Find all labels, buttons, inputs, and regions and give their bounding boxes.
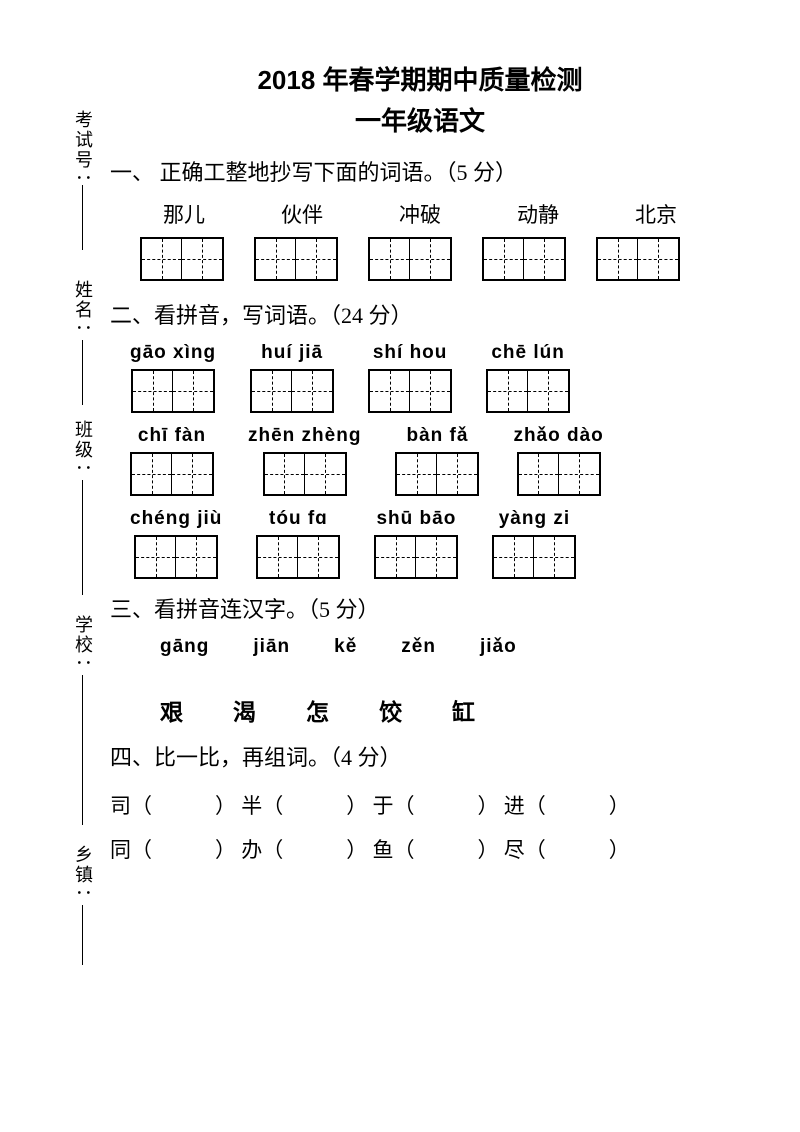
q3-char: 艰: [160, 693, 183, 727]
title-line-2: 一年级语文: [110, 101, 730, 138]
writing-grid: [482, 237, 566, 281]
writing-grid: [492, 535, 576, 579]
line-1: [82, 185, 83, 250]
pinyin-block: yàng zi: [492, 508, 576, 579]
pinyin-block: chē lún: [486, 342, 570, 413]
q1-box-row: [140, 237, 730, 281]
pinyin-block: zhǎo dào: [513, 425, 603, 496]
q3-pinyin-row: gāng jiān kě zěn jiǎo: [160, 636, 730, 663]
writing-grid: [254, 237, 338, 281]
pinyin-label: tóu fɑ: [269, 508, 328, 530]
pinyin-label: shū bāo: [376, 508, 456, 530]
pinyin-label: gāo xìng: [130, 342, 216, 364]
pinyin-label: chéng jiù: [130, 508, 222, 530]
writing-grid: [486, 369, 570, 413]
writing-grid: [517, 452, 601, 496]
q2-container: gāo xìng huí jiā shí hou chē lún chī fàn zhēn…: [110, 342, 730, 579]
sidebar-labels: 考试号： 姓名： 班级： 学校： 乡镇：: [70, 110, 100, 1010]
label-name: 姓名：: [70, 280, 96, 346]
pinyin-label: zhēn zhèng: [248, 425, 361, 447]
pinyin-block: shū bāo: [374, 508, 458, 579]
pinyin-label: huí jiā: [261, 342, 323, 364]
q1-word: 冲破: [376, 199, 464, 229]
q4-line-2: 同（ ） 办（ ） 鱼（ ） 尽（ ）: [110, 828, 730, 872]
writing-grid: [368, 237, 452, 281]
writing-grid: [130, 452, 214, 496]
q1-word: 伙伴: [258, 199, 346, 229]
q3-char: 缸: [452, 693, 475, 727]
pinyin-block: zhēn zhèng: [248, 425, 361, 496]
writing-grid: [263, 452, 347, 496]
writing-grid: [256, 535, 340, 579]
q1-word-row: 那儿 伙伴 冲破 动静 北京: [140, 199, 730, 229]
pinyin-label: chē lún: [491, 342, 565, 364]
q2-row: chéng jiù tóu fɑ shū bāo yàng zi: [130, 508, 730, 579]
pinyin-block: tóu fɑ: [256, 508, 340, 579]
page-content: 2018 年春学期期中质量检测 一年级语文 一、 正确工整地抄写下面的词语。（5…: [110, 60, 730, 872]
q1-word: 那儿: [140, 199, 228, 229]
pinyin-label: bàn fǎ: [406, 425, 468, 447]
q2-heading: 二、看拼音，写词语。（24 分）: [110, 299, 730, 332]
writing-grid: [250, 369, 334, 413]
q3-pinyin: gāng: [160, 636, 209, 658]
pinyin-label: chī fàn: [138, 425, 206, 447]
q3-pinyin: zěn: [401, 636, 436, 658]
writing-grid: [140, 237, 224, 281]
writing-grid: [596, 237, 680, 281]
writing-grid: [134, 535, 218, 579]
writing-grid: [374, 535, 458, 579]
line-4: [82, 675, 83, 825]
pinyin-block: shí hou: [368, 342, 452, 413]
pinyin-block: huí jiā: [250, 342, 334, 413]
writing-grid: [131, 369, 215, 413]
pinyin-block: chī fàn: [130, 425, 214, 496]
writing-grid: [395, 452, 479, 496]
pinyin-block: gāo xìng: [130, 342, 216, 413]
q2-row: gāo xìng huí jiā shí hou chē lún: [130, 342, 730, 413]
pinyin-block: bàn fǎ: [395, 425, 479, 496]
q3-char: 怎: [306, 693, 329, 727]
line-3: [82, 480, 83, 595]
q1-word: 北京: [612, 199, 700, 229]
pinyin-label: zhǎo dào: [513, 425, 603, 447]
writing-grid: [368, 369, 452, 413]
q3-pinyin: jiān: [253, 636, 290, 658]
line-2: [82, 340, 83, 405]
q3-pinyin: kě: [334, 636, 357, 658]
q1-word: 动静: [494, 199, 582, 229]
label-class: 班级：: [70, 420, 96, 486]
q3-pinyin: jiǎo: [480, 636, 517, 658]
line-5: [82, 905, 83, 965]
label-school: 学校：: [70, 615, 96, 681]
q4-line-1: 司（ ） 半（ ） 于（ ） 进（ ）: [110, 784, 730, 828]
q4-heading: 四、比一比，再组词。（4 分）: [110, 741, 730, 774]
label-exam-no: 考试号：: [70, 110, 96, 196]
q1-heading: 一、 正确工整地抄写下面的词语。（5 分）: [110, 156, 730, 189]
q3-heading: 三、看拼音连汉字。（5 分）: [110, 593, 730, 626]
q3-char: 饺: [379, 693, 402, 727]
q3-char-row: 艰 渴 怎 饺 缸: [160, 693, 730, 727]
pinyin-block: chéng jiù: [130, 508, 222, 579]
title-line-1: 2018 年春学期期中质量检测: [110, 60, 730, 97]
label-town: 乡镇：: [70, 845, 96, 911]
pinyin-label: yàng zi: [499, 508, 570, 530]
q2-row: chī fàn zhēn zhèng bàn fǎ zhǎo dào: [130, 425, 730, 496]
pinyin-label: shí hou: [373, 342, 448, 364]
q3-char: 渴: [233, 693, 256, 727]
